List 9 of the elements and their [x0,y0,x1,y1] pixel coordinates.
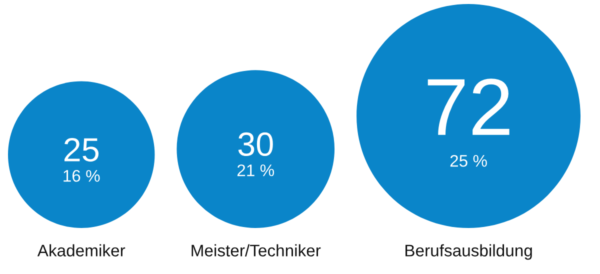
text: 25 % [450,154,487,167]
category-label: Akademiker [37,244,126,256]
text: 16 % [64,170,100,182]
category-label: Meister/Techniker [192,244,321,256]
text: 21 % [237,164,274,176]
data-label: 30 [238,132,273,156]
data-label: 72 [428,78,510,135]
category-label: Berufsausbildung [406,244,532,260]
data-label: 25 [64,138,99,162]
